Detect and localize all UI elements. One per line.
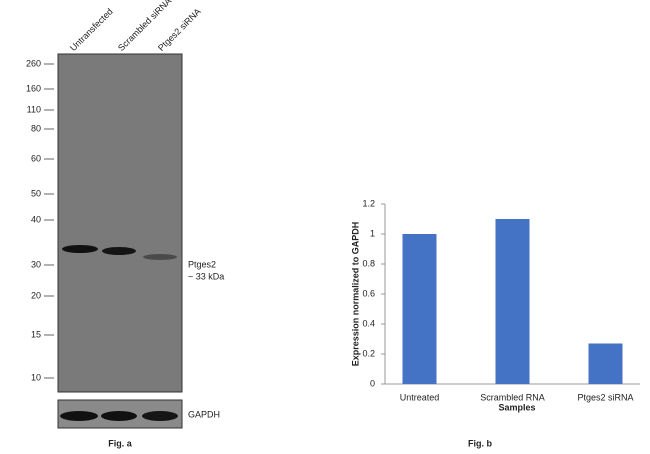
control-label: GAPDH [188, 409, 220, 419]
x-tick-label: Untreated [400, 392, 440, 402]
marker-label: 110 [27, 104, 41, 114]
marker-label: 260 [26, 58, 41, 68]
band [143, 254, 177, 260]
marker-label: 10 [31, 372, 41, 382]
marker-label: 20 [31, 290, 41, 300]
band [102, 247, 136, 255]
lane-label: Untransfected [68, 6, 115, 53]
y-axis-label: Expression normalized to GAPDH [350, 222, 360, 367]
y-tick-label: 1.2 [362, 198, 375, 208]
bar [588, 343, 623, 384]
blot-panel [57, 53, 183, 393]
marker-label: 60 [31, 153, 41, 163]
marker-label: 80 [31, 123, 41, 133]
marker-label: 15 [31, 329, 41, 339]
band [60, 411, 98, 421]
bar [402, 234, 437, 384]
y-tick-label: 1 [370, 228, 375, 238]
band [142, 411, 178, 421]
y-tick-label: 0.4 [362, 318, 375, 328]
y-tick-label: 0.6 [362, 288, 375, 298]
y-tick-label: 0.8 [362, 258, 375, 268]
marker-label: 30 [31, 259, 41, 269]
x-tick-label: Ptges2 siRNA [577, 392, 633, 402]
lane-label: Ptges2 siRNA [156, 6, 203, 53]
y-tick-label: 0 [370, 378, 375, 388]
band-name: Ptges2 [188, 259, 216, 269]
y-tick-label: 0.2 [362, 348, 375, 358]
x-tick-label: Scrambled RNA [480, 392, 545, 402]
band [62, 245, 98, 253]
marker-label: 50 [31, 188, 41, 198]
marker-label: 40 [31, 214, 41, 224]
band [101, 411, 137, 421]
bar [495, 219, 530, 384]
caption: Fig. a [108, 438, 132, 448]
marker-label: 160 [26, 83, 41, 93]
band-size: ~ 33 kDa [188, 271, 224, 281]
caption: Fig. b [468, 438, 492, 448]
x-axis-label: Samples [498, 402, 535, 412]
